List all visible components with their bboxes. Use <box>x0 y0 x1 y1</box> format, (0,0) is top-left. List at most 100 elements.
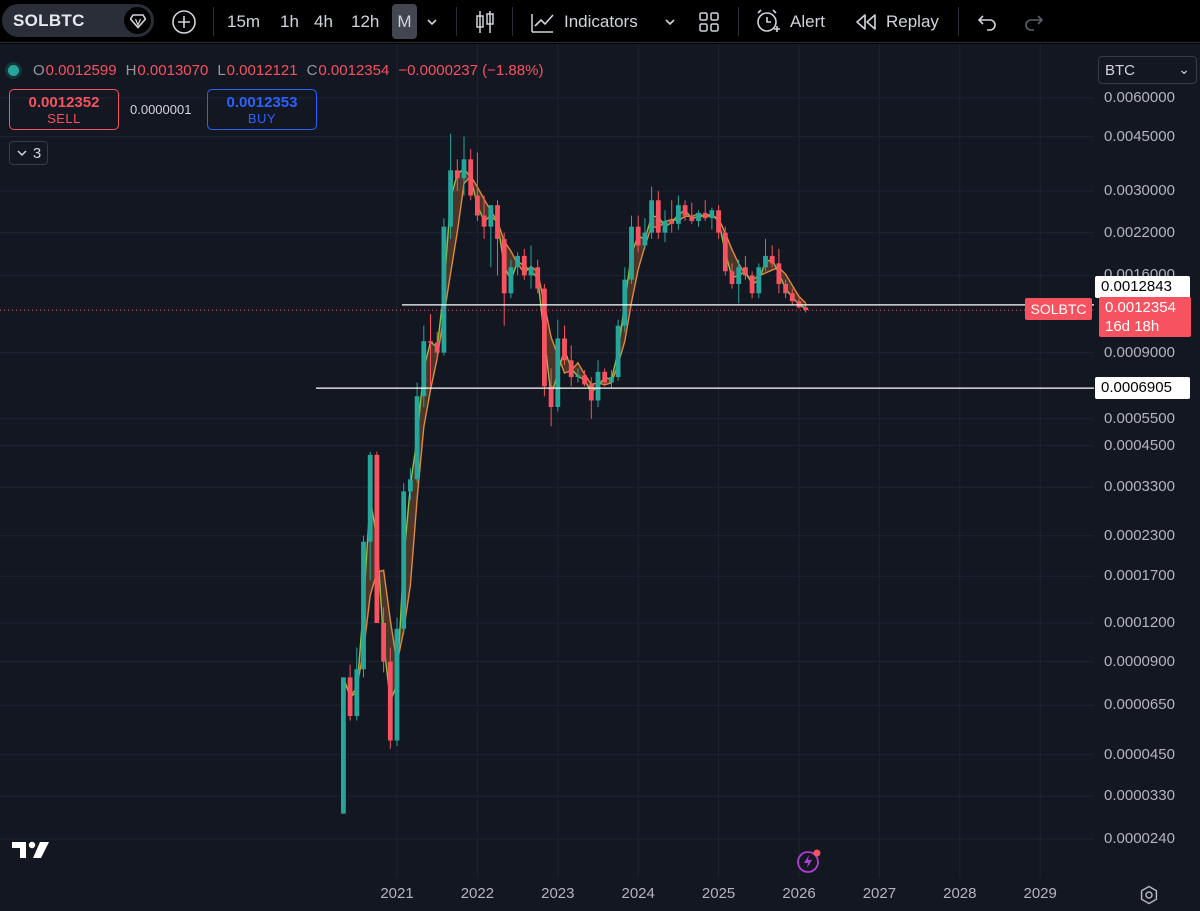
diamond-icon[interactable] <box>124 7 151 34</box>
bar-countdown: 16d 18h <box>1105 318 1160 335</box>
ma-ribbon <box>343 168 806 702</box>
indicators-label: Indicators <box>564 11 638 31</box>
time-tick-label: 2025 <box>701 885 736 902</box>
interval-month[interactable]: M <box>392 4 417 39</box>
candle-body <box>401 491 407 629</box>
candle-body <box>454 170 460 179</box>
symbol-search-button[interactable]: SOLBTC <box>2 4 154 37</box>
price-tick-label: 0.0000900 <box>1104 652 1175 670</box>
candle-body <box>568 360 574 378</box>
hline-upper-price-label: 0.0012843 <box>1095 276 1190 298</box>
ma-fast-line <box>342 167 807 702</box>
candle-body <box>434 342 440 353</box>
open-key: O <box>33 61 45 79</box>
interval-15m[interactable]: 15m <box>227 11 261 31</box>
candle-body <box>649 200 654 233</box>
price-tick-label: 0.0000330 <box>1104 787 1175 805</box>
spread-value: 0.0000001 <box>130 102 192 117</box>
candle-body <box>588 384 594 401</box>
price-tick-label: 0.0000650 <box>1104 696 1175 714</box>
chevron-down-icon <box>17 150 27 157</box>
candle-body <box>475 195 480 216</box>
lightning-badge-icon[interactable] <box>796 848 822 874</box>
ma-slow-line <box>342 174 807 699</box>
current-price-tag: 0.0012354 16d 18h <box>1099 297 1191 337</box>
candle-body <box>789 293 795 302</box>
candle-body <box>448 170 453 227</box>
ohlc-legend: O 0.0012599 H 0.0013070 L 0.0012121 C 0.0012… <box>8 60 552 80</box>
candle-body <box>729 271 735 285</box>
redo-button[interactable] <box>1023 0 1045 43</box>
price-chart[interactable] <box>0 44 1200 911</box>
candle-body <box>763 255 768 268</box>
candle-body <box>508 267 514 294</box>
currency-select[interactable]: BTC ⌄ <box>1098 56 1197 84</box>
candle-body <box>387 661 393 741</box>
alert-label: Alert <box>790 11 825 31</box>
candle-body <box>769 255 775 264</box>
candle-body <box>642 232 648 246</box>
candle-body <box>428 341 433 343</box>
compare-symbol-button[interactable] <box>170 0 198 43</box>
time-tick-label: 2029 <box>1023 885 1057 902</box>
sell-price: 0.0012352 <box>28 94 100 111</box>
chart-area[interactable] <box>0 44 1200 911</box>
indicators-toggle-button[interactable]: 3 <box>9 141 48 165</box>
indicators-button[interactable]: Indicators <box>530 0 638 43</box>
candle-body <box>609 377 614 383</box>
sell-button[interactable]: 0.0012352 SELL <box>9 89 119 130</box>
candle-body <box>629 226 634 280</box>
indicators-dropdown[interactable] <box>662 0 678 43</box>
symbol-price-tag: SOLBTC <box>1025 298 1092 320</box>
currency-value: BTC <box>1105 61 1135 79</box>
candle-body <box>528 267 534 276</box>
candle-body <box>374 454 380 624</box>
undo-button[interactable] <box>976 0 998 43</box>
indicators-count: 3 <box>32 144 42 162</box>
candle-body <box>803 307 809 311</box>
tradingview-logo-icon[interactable] <box>12 840 50 860</box>
candle-body <box>776 263 782 285</box>
low-value: 0.0012121 <box>226 61 298 79</box>
candle-body <box>702 212 708 219</box>
candle-body <box>736 267 742 285</box>
interval-dropdown[interactable] <box>424 0 440 43</box>
replay-button[interactable]: Replay <box>855 0 939 43</box>
chart-type-button[interactable] <box>473 0 497 43</box>
price-tick-label: 0.0000240 <box>1104 830 1175 847</box>
price-tick-label: 0.0022000 <box>1104 223 1175 241</box>
price-axis[interactable] <box>1094 44 1200 878</box>
redo-icon <box>1025 14 1044 31</box>
candle-body <box>354 669 360 717</box>
candle-body <box>555 338 561 408</box>
candle-body <box>414 396 420 480</box>
candle-body <box>595 371 601 401</box>
price-tick-label: 0.0009000 <box>1104 343 1175 361</box>
chevron-down-icon <box>665 18 675 25</box>
candle-body <box>749 275 755 294</box>
candle-body <box>441 226 447 353</box>
sell-label: SELL <box>47 111 81 126</box>
interval-12h[interactable]: 12h <box>351 11 380 31</box>
candle-body <box>361 541 366 670</box>
price-tick-label: 0.0004500 <box>1104 436 1175 454</box>
candle-body <box>682 205 688 216</box>
chevron-down-icon <box>427 18 437 25</box>
candle-body <box>488 205 494 227</box>
buy-button[interactable]: 0.0012353 BUY <box>207 89 317 130</box>
alert-button[interactable]: Alert <box>754 0 825 43</box>
price-tick-label: 0.0000450 <box>1104 745 1175 763</box>
candle-body <box>515 255 520 268</box>
undo-icon <box>977 14 996 31</box>
candle-body <box>689 215 695 221</box>
candle-body <box>468 159 474 196</box>
open-value: 0.0012599 <box>45 61 117 79</box>
candle-body <box>709 210 715 219</box>
layouts-button[interactable] <box>698 0 720 43</box>
interval-4h[interactable]: 4h <box>314 11 333 31</box>
interval-1h[interactable]: 1h <box>280 11 299 31</box>
symbol-label: SOLBTC <box>13 10 85 30</box>
candle-body <box>535 267 541 289</box>
gear-icon[interactable] <box>1139 885 1159 905</box>
candle-body <box>696 212 701 221</box>
